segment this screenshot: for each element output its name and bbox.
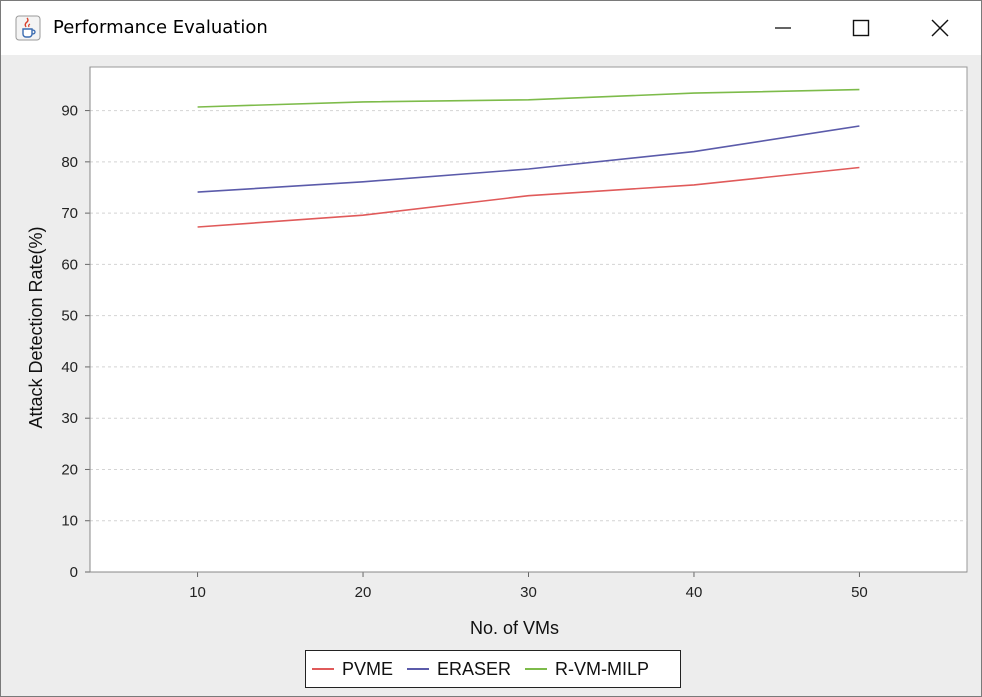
close-button[interactable] <box>900 1 980 55</box>
y-tick-label: 0 <box>70 564 78 581</box>
legend-label: ERASER <box>437 658 512 679</box>
y-tick-label: 30 <box>61 410 78 427</box>
legend-label: PVME <box>342 658 394 679</box>
line-chart: 0 10 20 30 40 50 60 70 80 90 10 20 30 40 50 No. of VMs A… <box>26 66 968 638</box>
minimize-button[interactable] <box>743 1 823 55</box>
x-tick-label: 10 <box>189 584 206 601</box>
plot-area <box>89 66 968 573</box>
y-tick-label: 50 <box>61 308 78 325</box>
legend-swatch <box>407 668 430 670</box>
minimize-icon <box>775 27 791 29</box>
legend-label: R-VM-MILP <box>555 658 650 679</box>
close-icon <box>931 19 949 37</box>
x-tick-label: 40 <box>686 584 703 601</box>
y-tick-label: 10 <box>61 513 78 530</box>
series-line-r-vm-milp <box>197 88 860 108</box>
legend-item-pvme: PVME <box>312 659 393 680</box>
y-tick-label: 40 <box>61 359 78 376</box>
series-line-pvme <box>197 166 860 228</box>
x-axis-label: No. of VMs <box>470 618 559 638</box>
maximize-icon <box>852 19 870 37</box>
chart-panel: 0 10 20 30 40 50 60 70 80 90 10 20 30 40 50 No. of VMs A… <box>1 55 981 696</box>
x-tick-label: 30 <box>520 584 537 601</box>
legend-swatch <box>525 668 548 670</box>
legend: PVME ERASER R-VM-MILP <box>305 650 681 688</box>
y-tick-label: 20 <box>61 461 78 478</box>
legend-item-r-vm-milp: R-VM-MILP <box>525 659 649 680</box>
title-bar[interactable]: Performance Evaluation <box>1 1 981 55</box>
x-tick-label: 50 <box>851 584 868 601</box>
x-tick-label: 20 <box>355 584 372 601</box>
y-tick-label: 80 <box>61 154 78 171</box>
legend-swatch <box>312 668 334 670</box>
y-tick-label: 90 <box>61 103 78 120</box>
window-title: Performance Evaluation <box>53 17 268 38</box>
legend-item-eraser: ERASER <box>407 659 511 680</box>
maximize-button[interactable] <box>821 1 901 55</box>
java-cup-icon <box>15 15 41 41</box>
y-tick-label: 60 <box>61 256 78 273</box>
series-line-eraser <box>197 125 860 193</box>
y-axis-label: Attack Detection Rate(%) <box>26 226 46 428</box>
y-tick-label: 70 <box>61 205 78 222</box>
